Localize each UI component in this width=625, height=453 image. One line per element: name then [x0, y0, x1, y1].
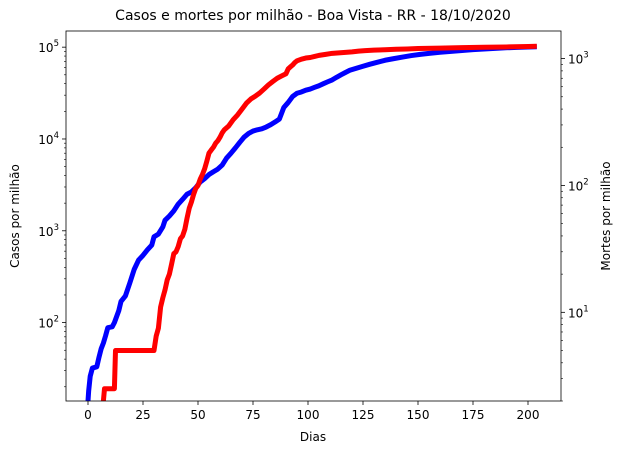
y-left-axis-ticks: 102 103 104 105	[38, 39, 66, 388]
x-tick-label: 150	[407, 408, 430, 422]
casos-series-line	[85, 44, 537, 401]
y-tick-label: 103	[568, 51, 589, 67]
x-axis-label: Dias	[300, 430, 326, 444]
y-tick-label: 102	[38, 315, 59, 331]
x-axis-ticks: 0 25 50 75 100 125 150 175 200	[84, 401, 539, 422]
y-tick-label: 102	[568, 177, 589, 193]
x-tick-label: 100	[297, 408, 320, 422]
chart-title: Casos e mortes por milhão - Boa Vista - …	[115, 8, 511, 24]
mortes-series-line	[100, 43, 537, 401]
y-tick-label: 105	[38, 39, 59, 55]
y-left-axis-label: Casos por milhão	[8, 164, 22, 268]
x-tick-label: 175	[462, 408, 485, 422]
x-tick-label: 75	[245, 408, 260, 422]
y-tick-label: 104	[38, 131, 59, 147]
y-right-axis-ticks: 101 102 103	[561, 51, 589, 402]
y-tick-label: 103	[38, 223, 59, 239]
x-tick-label: 50	[190, 408, 205, 422]
x-tick-label: 125	[352, 408, 375, 422]
plot-frame	[65, 30, 562, 402]
x-tick-label: 200	[517, 408, 540, 422]
y-right-axis-label: Mortes por milhão	[599, 161, 613, 270]
x-tick-label: 25	[135, 408, 150, 422]
x-tick-label: 0	[84, 408, 92, 422]
y-tick-label: 101	[568, 304, 589, 320]
plot-area	[85, 43, 537, 401]
